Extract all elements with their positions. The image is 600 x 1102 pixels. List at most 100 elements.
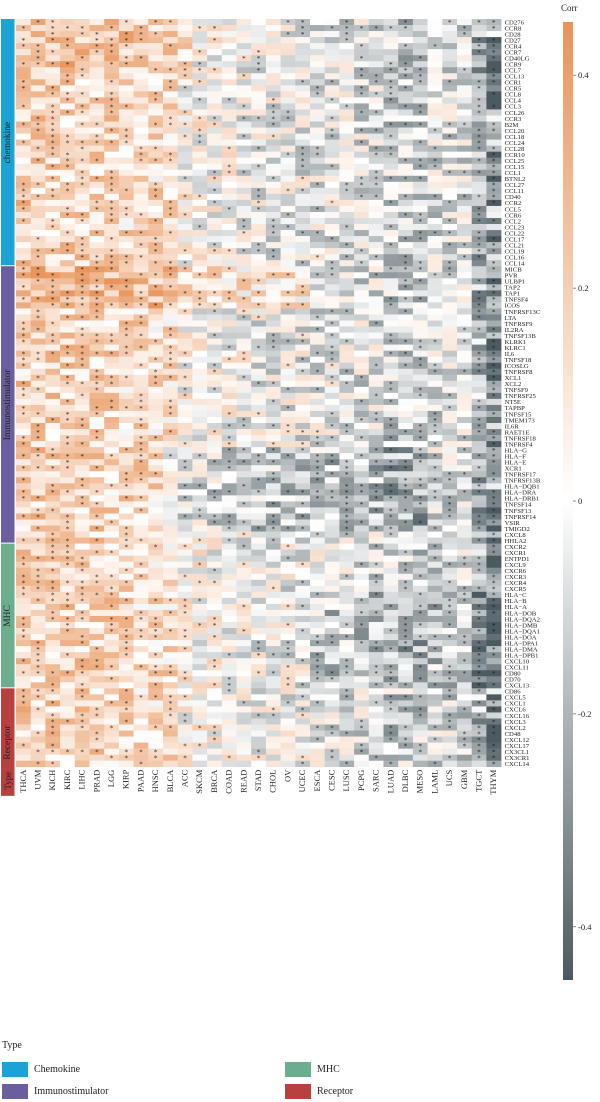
heatmap-cell [295,31,311,38]
significance-mark: * [183,598,187,606]
heatmap-cell [368,97,384,104]
heatmap-cell [192,284,208,291]
heatmap-cell [221,73,237,80]
heatmap-cell [310,670,325,677]
heatmap-cell [104,423,120,430]
heatmap-cell [104,682,120,689]
heatmap-cell [310,513,325,520]
heatmap-cell [207,224,223,231]
heatmap-cell [471,501,487,508]
heatmap-cell [442,224,458,231]
heatmap-cell [207,320,223,327]
heatmap-cell [118,531,134,538]
heatmap-cell [104,622,120,629]
heatmap-cell [236,199,252,207]
significance-mark: * [51,164,55,172]
heatmap-cell [265,31,281,38]
heatmap-cell [133,308,149,315]
significance-mark: * [66,652,70,660]
heatmap-cell [324,652,340,659]
heatmap-cell [221,543,237,550]
heatmap-cell [442,49,458,56]
heatmap-cell [148,429,164,436]
heatmap-cell [30,31,46,38]
heatmap-cell [354,25,370,32]
heatmap-cell [30,652,46,659]
significance-mark: * [374,640,378,648]
heatmap-cell [486,507,502,514]
heatmap-cell [310,133,325,140]
heatmap-cell [457,326,472,333]
significance-mark: * [213,658,217,666]
heatmap-cell [163,248,178,255]
heatmap-cell [118,471,134,478]
heatmap-cell [118,157,134,165]
heatmap-cell [16,410,31,418]
heatmap-cell [442,591,458,599]
heatmap-cell [104,326,120,333]
heatmap-cell [383,199,399,207]
heatmap-cell [324,67,340,74]
heatmap-cell [265,181,281,189]
heatmap-cell [486,567,502,575]
heatmap-cell [265,519,281,526]
significance-mark: * [301,429,305,437]
heatmap-cell [60,175,76,183]
significance-mark: * [66,580,70,588]
heatmap-cell [265,91,281,98]
heatmap-cell [133,573,149,581]
heatmap-cell [354,459,370,466]
heatmap-cell [221,67,237,74]
heatmap-cell [177,471,193,478]
heatmap-cell [45,181,61,189]
heatmap-cell [310,682,325,689]
heatmap-cell [16,477,31,484]
heatmap-cell [265,579,281,587]
heatmap-cell [177,368,193,376]
heatmap-cell [177,507,193,514]
heatmap-cell [74,103,90,110]
heatmap-cell [133,260,149,267]
heatmap-cell [354,549,370,556]
heatmap-cell [339,127,355,134]
heatmap-cell [133,199,149,207]
heatmap-cell [45,609,61,617]
heatmap-cell [265,682,281,689]
heatmap-cell [177,296,193,303]
significance-mark: * [389,447,393,455]
significance-mark: * [22,628,26,636]
significance-mark: * [110,399,114,407]
heatmap-cell [133,362,149,370]
heatmap-cell [368,531,384,538]
heatmap-cell [104,573,120,581]
heatmap-cell [280,127,296,134]
heatmap-cell [295,187,311,195]
heatmap-cell [74,483,90,490]
heatmap-cell [207,531,223,538]
heatmap-cell [192,404,208,412]
significance-mark: * [213,188,217,196]
heatmap-cell [427,19,443,26]
significance-mark: * [316,465,320,473]
heatmap-cell [221,230,237,237]
heatmap-cell [354,236,370,243]
heatmap-cell [236,302,252,309]
heatmap-cell [383,465,399,472]
heatmap-cell [16,260,31,267]
heatmap-cell [177,465,193,472]
heatmap-cell [251,260,267,267]
heatmap-cell [457,555,472,562]
significance-mark: * [360,622,364,630]
significance-mark: * [316,634,320,642]
heatmap-cell [177,495,193,502]
heatmap-cell [251,278,267,285]
heatmap-cell [339,489,355,496]
significance-mark: * [66,519,70,527]
heatmap-cell [118,31,134,38]
heatmap-cell [398,248,414,255]
significance-mark: * [316,151,320,159]
significance-mark: * [110,200,114,208]
heatmap-cell [251,284,267,291]
significance-mark: * [80,670,84,678]
heatmap-cell [207,332,223,339]
